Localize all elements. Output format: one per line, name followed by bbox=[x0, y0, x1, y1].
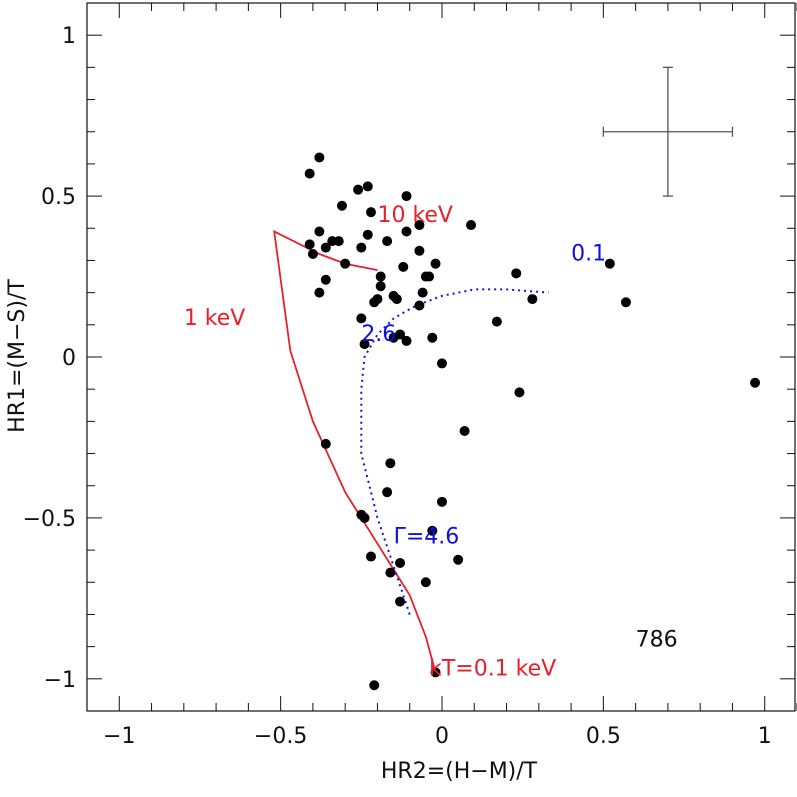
data-points-group bbox=[304, 152, 761, 691]
model-tracks-group bbox=[273, 229, 549, 673]
annotation-label: Γ=4.6 bbox=[394, 525, 460, 550]
annotation-label: 786 bbox=[636, 628, 678, 653]
data-point bbox=[395, 557, 406, 568]
data-point bbox=[353, 184, 364, 195]
annotation-label: 1 keV bbox=[184, 306, 246, 331]
data-point bbox=[420, 577, 431, 588]
data-point bbox=[314, 152, 325, 163]
data-point bbox=[359, 512, 370, 523]
data-point bbox=[459, 426, 470, 437]
data-point bbox=[333, 236, 344, 247]
data-point bbox=[511, 268, 522, 279]
data-point bbox=[369, 297, 380, 308]
data-point bbox=[466, 220, 477, 231]
data-point bbox=[430, 667, 441, 678]
data-point bbox=[314, 287, 325, 298]
data-point bbox=[391, 294, 402, 305]
data-point bbox=[398, 261, 409, 272]
data-point bbox=[320, 242, 331, 253]
data-point bbox=[375, 281, 386, 292]
data-point bbox=[340, 258, 351, 269]
data-point bbox=[395, 596, 406, 607]
data-point bbox=[304, 168, 315, 179]
data-point bbox=[382, 236, 393, 247]
x-tick-label: −1 bbox=[103, 724, 135, 749]
data-point bbox=[362, 229, 373, 240]
data-point bbox=[604, 258, 615, 269]
data-point bbox=[430, 258, 441, 269]
annotation-label: 10 keV bbox=[377, 203, 453, 228]
y-tick-label: 0 bbox=[62, 346, 76, 371]
axis-ticks-group: −1 −0.5 0 0.5 1 −1 −0.5 0 0.5 1 bbox=[23, 2, 797, 749]
data-point bbox=[527, 294, 538, 305]
data-point bbox=[314, 226, 325, 237]
data-point bbox=[424, 271, 435, 282]
annotations-group: 10 keV 1 keV kT=0.1 keV 0.1 2.6 Γ=4.6 786 bbox=[184, 203, 678, 682]
data-point bbox=[369, 680, 380, 691]
data-point bbox=[427, 525, 438, 536]
thermal-model-track bbox=[273, 229, 437, 673]
data-point bbox=[414, 300, 425, 311]
y-tick-label: −1 bbox=[44, 668, 76, 693]
error-bar-group bbox=[602, 66, 734, 197]
data-point bbox=[320, 274, 331, 285]
plot-frame bbox=[86, 2, 796, 712]
plot-frame-group bbox=[86, 2, 796, 712]
data-point bbox=[401, 191, 412, 202]
data-point bbox=[437, 496, 447, 507]
data-point bbox=[417, 287, 428, 298]
data-point bbox=[336, 200, 347, 211]
x-axis-label: HR2=(H−M)/T bbox=[381, 759, 538, 784]
data-point bbox=[414, 245, 425, 256]
data-point bbox=[359, 339, 370, 350]
data-point bbox=[307, 249, 318, 260]
data-point bbox=[366, 207, 376, 218]
data-point bbox=[620, 297, 631, 308]
data-point bbox=[401, 226, 412, 237]
data-point bbox=[385, 458, 396, 469]
data-point bbox=[437, 358, 447, 369]
x-tick-label: −0.5 bbox=[254, 724, 307, 749]
data-point bbox=[401, 335, 412, 346]
data-point bbox=[375, 271, 386, 282]
data-point bbox=[395, 329, 406, 340]
annotation-label: kT=0.1 keV bbox=[429, 657, 556, 682]
data-point bbox=[356, 313, 367, 324]
y-tick-label: 0.5 bbox=[41, 185, 76, 210]
data-point bbox=[453, 554, 464, 565]
data-point bbox=[362, 181, 373, 192]
y-axis-label: HR1=(M−S)/T bbox=[5, 279, 30, 433]
data-point bbox=[356, 242, 367, 253]
data-point bbox=[382, 487, 393, 498]
y-tick-label: 1 bbox=[62, 24, 76, 49]
x-tick-label: 0 bbox=[435, 724, 449, 749]
annotation-label: 0.1 bbox=[571, 241, 606, 266]
y-tick-label: −0.5 bbox=[23, 507, 76, 532]
x-tick-label: 0.5 bbox=[586, 724, 621, 749]
annotation-label: 2.6 bbox=[361, 322, 396, 347]
data-point bbox=[320, 438, 331, 449]
data-point bbox=[304, 239, 315, 250]
data-point bbox=[750, 377, 761, 388]
data-point bbox=[491, 316, 502, 327]
data-point bbox=[366, 551, 376, 562]
data-point bbox=[514, 387, 525, 398]
data-point bbox=[414, 220, 425, 231]
data-point bbox=[427, 332, 438, 343]
data-point bbox=[385, 567, 396, 578]
x-tick-label: 1 bbox=[758, 724, 772, 749]
